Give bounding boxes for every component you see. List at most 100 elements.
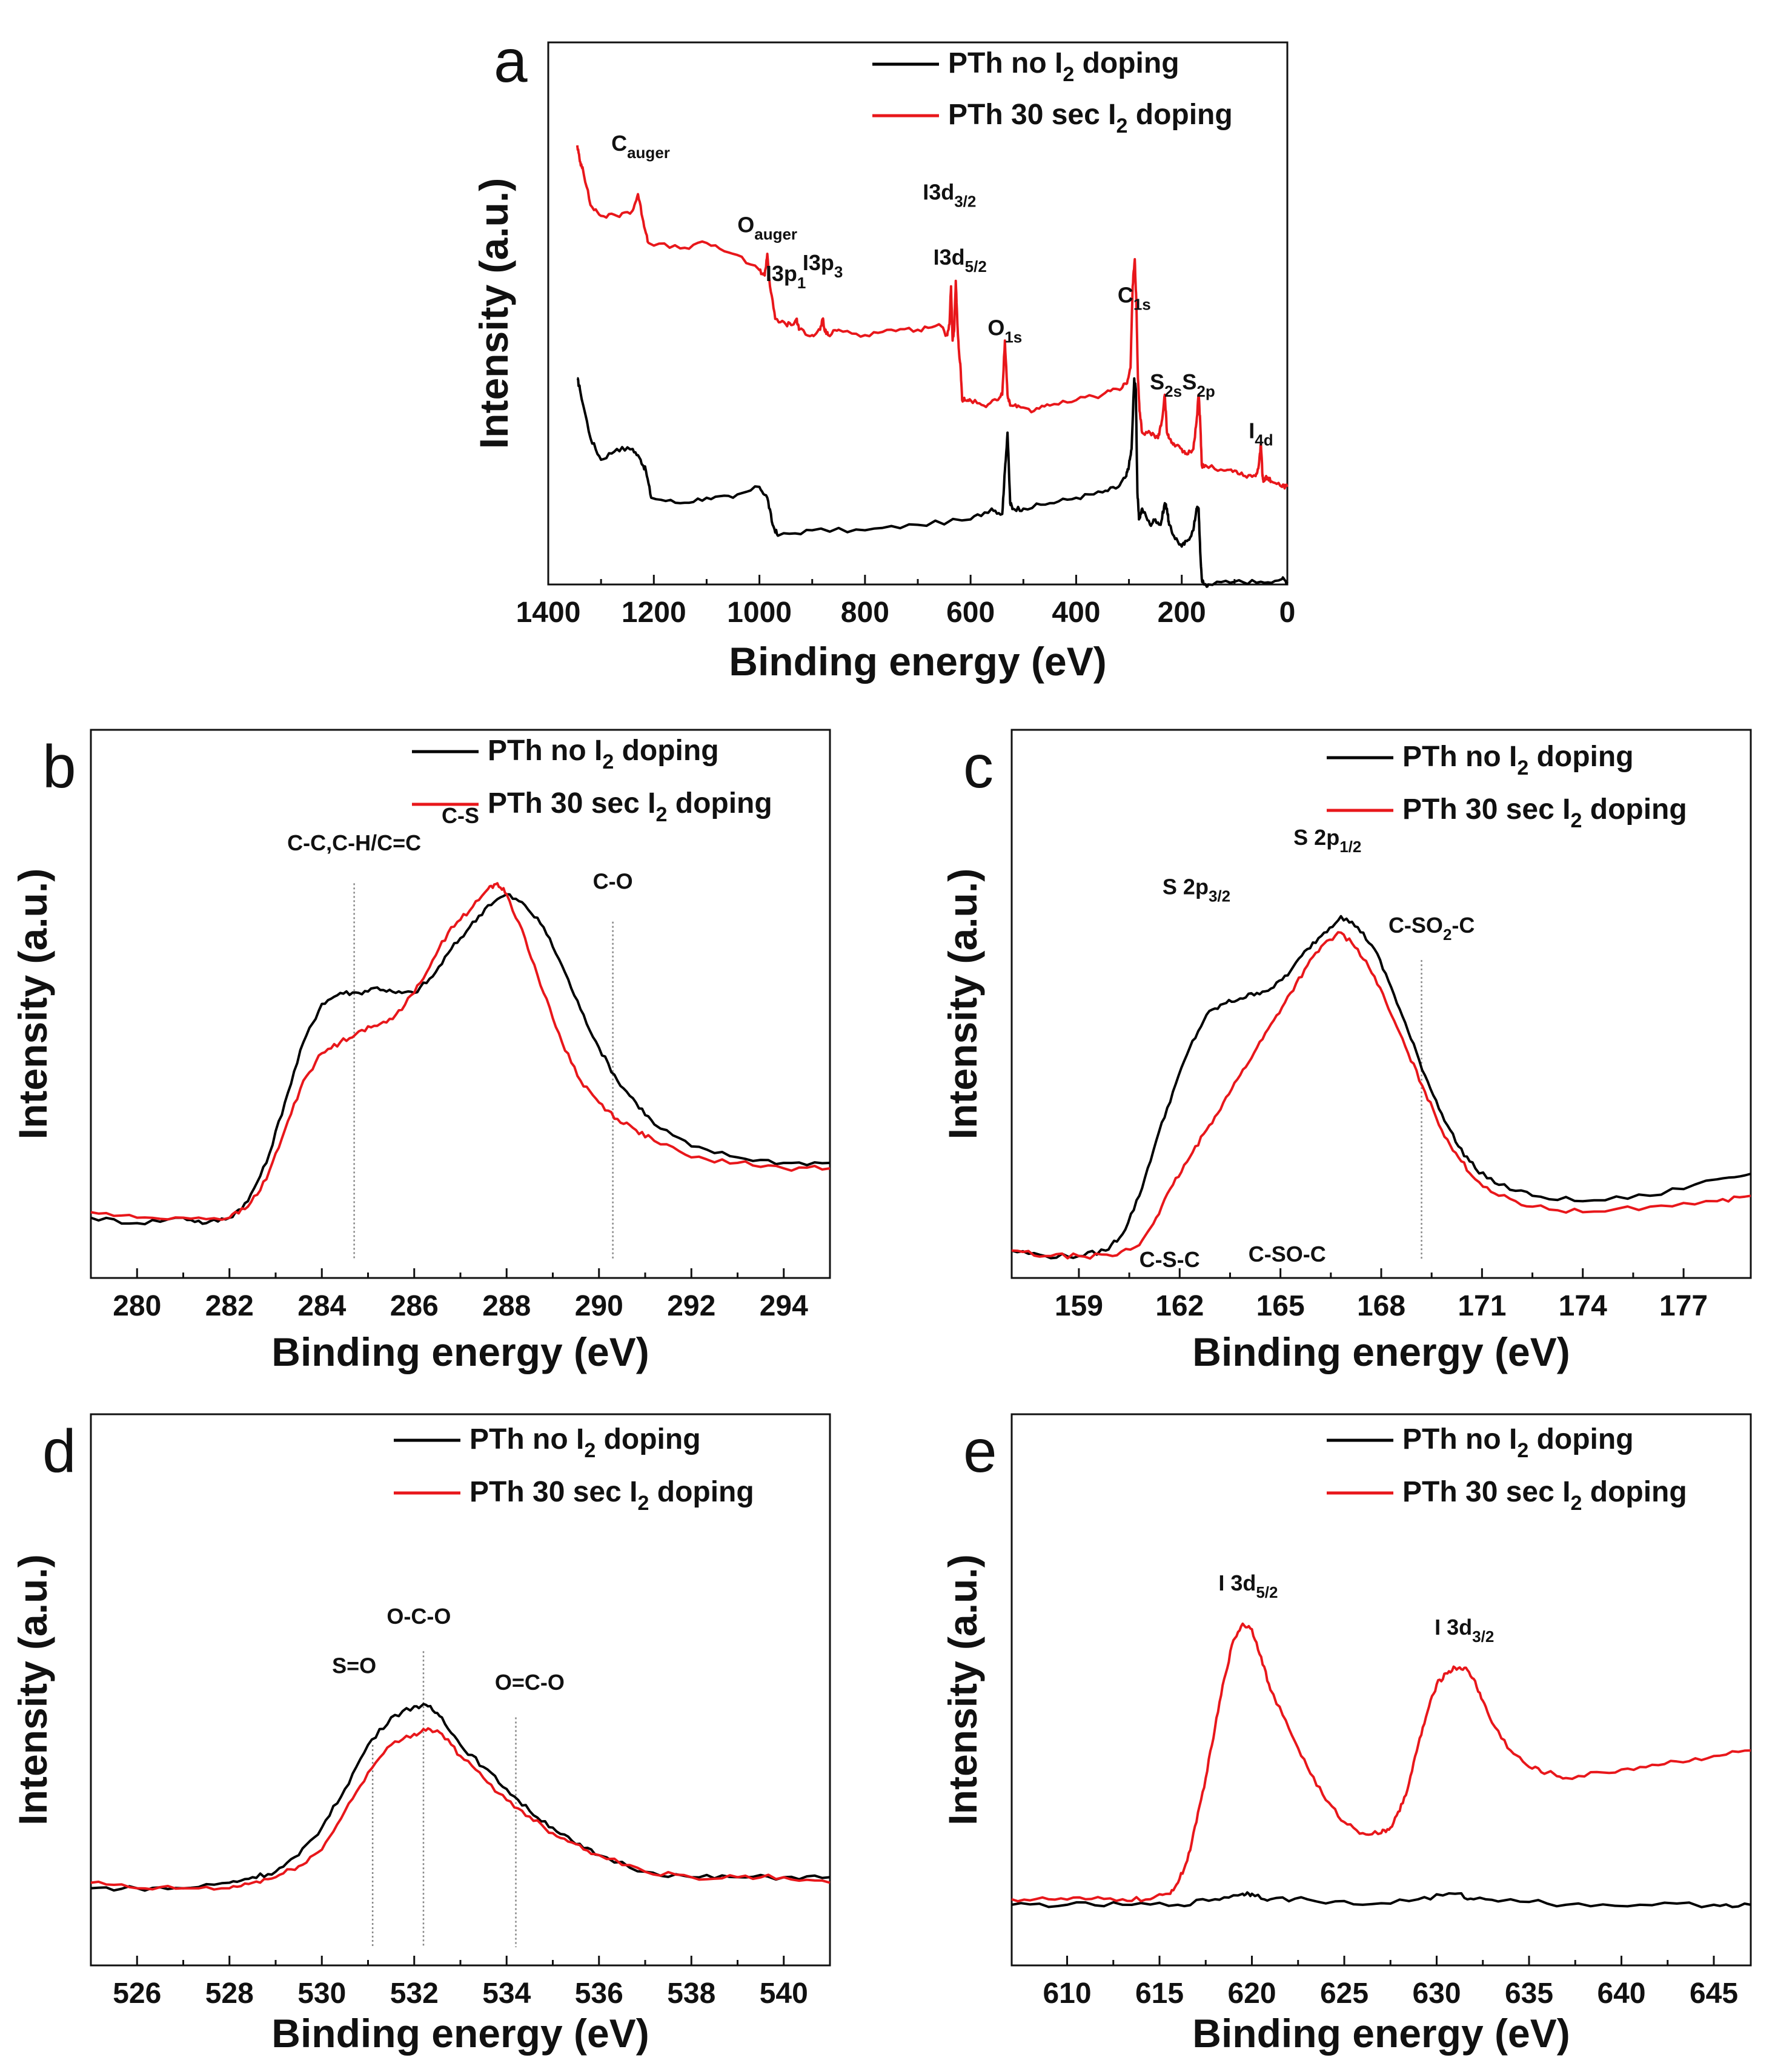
legend-label-sub: 2 bbox=[637, 1492, 649, 1515]
peak-label: I3d3/2 bbox=[923, 180, 976, 211]
x-tick-label: 294 bbox=[760, 1290, 808, 1322]
peak-label: I3p3 bbox=[803, 250, 843, 281]
series-line-no-doping bbox=[1011, 915, 1751, 1260]
peak-label-main: C-O bbox=[593, 869, 633, 893]
x-axis-title: Binding energy (eV) bbox=[729, 639, 1106, 684]
x-tick-label: 282 bbox=[205, 1290, 254, 1322]
x-tick-label: 174 bbox=[1559, 1290, 1607, 1322]
peak-label-sub: 5/2 bbox=[1256, 1583, 1278, 1601]
peak-label-main: I3p bbox=[803, 250, 834, 275]
legend-label-post: doping bbox=[614, 735, 718, 767]
series-line-no-doping bbox=[1011, 1891, 1751, 1908]
legend-label-main: PTh 30 sec I bbox=[488, 787, 655, 819]
legend-label-main: PTh 30 sec I bbox=[1402, 793, 1570, 826]
x-tick-label: 630 bbox=[1412, 1978, 1461, 2010]
panel-letter: d bbox=[42, 1417, 76, 1485]
peak-label: O-C-O bbox=[387, 1604, 451, 1629]
panel-letter: e bbox=[963, 1417, 997, 1485]
x-tick-label: 526 bbox=[113, 1978, 161, 2010]
peak-label: C-SO-C bbox=[1249, 1242, 1326, 1266]
x-tick-label: 530 bbox=[297, 1978, 346, 2010]
peak-label-main: I3d bbox=[934, 245, 965, 270]
legend-label-main: PTh no I bbox=[469, 1423, 584, 1455]
legend-label-main: PTh no I bbox=[488, 735, 602, 767]
peak-label: I3p1 bbox=[766, 261, 806, 292]
x-tick-label: 1200 bbox=[622, 597, 686, 629]
peak-label: C-S-C bbox=[1140, 1247, 1200, 1272]
legend-label-sub: 2 bbox=[1570, 1492, 1582, 1515]
x-tick-label: 284 bbox=[297, 1290, 346, 1322]
x-tick-label: 528 bbox=[205, 1978, 254, 2010]
x-tick-label: 536 bbox=[575, 1978, 623, 2010]
series-line-doped bbox=[90, 882, 831, 1221]
legend-label: PTh 30 sec I2 doping bbox=[469, 1476, 754, 1515]
legend-label-post: doping bbox=[1528, 741, 1633, 773]
peak-label: O=C-O bbox=[495, 1670, 565, 1695]
peak-label-main: C-S-C bbox=[1140, 1247, 1200, 1272]
legend-label: PTh 30 sec I2 doping bbox=[488, 787, 772, 826]
x-tick-label: 177 bbox=[1659, 1290, 1708, 1322]
series-line-doped bbox=[90, 1727, 831, 1891]
x-tick-label: 280 bbox=[113, 1290, 161, 1322]
peak-label: C-C,C-H/C=C bbox=[287, 830, 421, 855]
legend-label-main: PTh 30 sec I bbox=[1402, 1476, 1570, 1508]
x-tick-label: 610 bbox=[1043, 1978, 1091, 2010]
peak-label-sub: 3/2 bbox=[1209, 887, 1230, 905]
series-line-no-doping bbox=[90, 893, 831, 1226]
legend-label-post: doping bbox=[1127, 99, 1232, 131]
peak-label: I3d5/2 bbox=[934, 245, 987, 276]
peak-label-main: S bbox=[1150, 369, 1164, 394]
x-tick-label: 635 bbox=[1505, 1978, 1553, 2010]
peak-label: Oauger bbox=[737, 212, 797, 243]
panel-letter: c bbox=[963, 733, 994, 801]
x-tick-label: 168 bbox=[1357, 1290, 1405, 1322]
legend-label-main: PTh no I bbox=[948, 47, 1063, 79]
series-line-doped bbox=[576, 145, 1289, 490]
peak-label-sub: 2p bbox=[1196, 382, 1215, 400]
series-line-no-doping bbox=[90, 1703, 831, 1892]
peak-label: I4d bbox=[1249, 418, 1273, 449]
peak-label-sub: 3 bbox=[834, 263, 843, 281]
legend-label-post: doping bbox=[1074, 47, 1179, 79]
peak-label-main: S 2p bbox=[1163, 875, 1209, 899]
legend-label-main: PTh 30 sec I bbox=[469, 1476, 637, 1508]
peak-label-sub: auger bbox=[754, 225, 797, 243]
peak-label-main: O bbox=[737, 212, 754, 237]
peak-label-main: C bbox=[1118, 283, 1133, 308]
legend-label-sub: 2 bbox=[1517, 1439, 1528, 1462]
peak-label: Cauger bbox=[611, 131, 670, 162]
chart-panel-d: 526 528 530 532 534 536 538 540 S=O O-C-O O=C-O PTh… bbox=[10, 1413, 831, 2056]
legend-label-sub: 2 bbox=[655, 803, 667, 826]
peak-label-main: O=C-O bbox=[495, 1670, 565, 1695]
y-axis-title: Intensity (a.u.) bbox=[940, 1554, 985, 1825]
x-tick-label: 288 bbox=[482, 1290, 531, 1322]
legend-label: PTh no I2 doping bbox=[948, 47, 1179, 86]
x-tick-label: 162 bbox=[1155, 1290, 1204, 1322]
x-tick-label: 640 bbox=[1597, 1978, 1645, 2010]
panel-letter: b bbox=[42, 733, 76, 801]
peak-label: S2s bbox=[1150, 369, 1182, 400]
x-tick-label: 625 bbox=[1320, 1978, 1369, 2010]
y-axis-title: Intensity (a.u.) bbox=[10, 1554, 55, 1825]
legend-label: PTh no I2 doping bbox=[1402, 741, 1634, 779]
peak-label: I 3d5/2 bbox=[1218, 1571, 1278, 1601]
peak-label: C-SO2-C bbox=[1388, 913, 1475, 944]
legend-label-post: doping bbox=[1528, 1423, 1633, 1455]
x-tick-label: 615 bbox=[1135, 1978, 1184, 2010]
legend-label: PTh 30 sec I2 doping bbox=[1402, 1476, 1687, 1515]
peak-label: S2p bbox=[1182, 369, 1215, 400]
x-tick-label: 1400 bbox=[516, 597, 581, 629]
legend-label-sub: 2 bbox=[1570, 809, 1582, 832]
peak-label-sub: 3/2 bbox=[1472, 1627, 1494, 1646]
x-tick-label: 286 bbox=[390, 1290, 439, 1322]
panel-letter: a bbox=[494, 27, 528, 95]
x-tick-label: 538 bbox=[667, 1978, 715, 2010]
chart-panel-a: 1400 1200 1000 800 600 400 200 0CaugerOaugerI3p… bbox=[471, 27, 1295, 684]
peak-label: O1s bbox=[987, 315, 1022, 346]
peak-label-sub: 5/2 bbox=[965, 257, 987, 276]
legend-label: PTh no I2 doping bbox=[1402, 1423, 1634, 1462]
peak-label: S=O bbox=[332, 1653, 376, 1678]
peak-label: C-S bbox=[442, 803, 479, 828]
legend-label-main: PTh no I bbox=[1402, 741, 1517, 773]
